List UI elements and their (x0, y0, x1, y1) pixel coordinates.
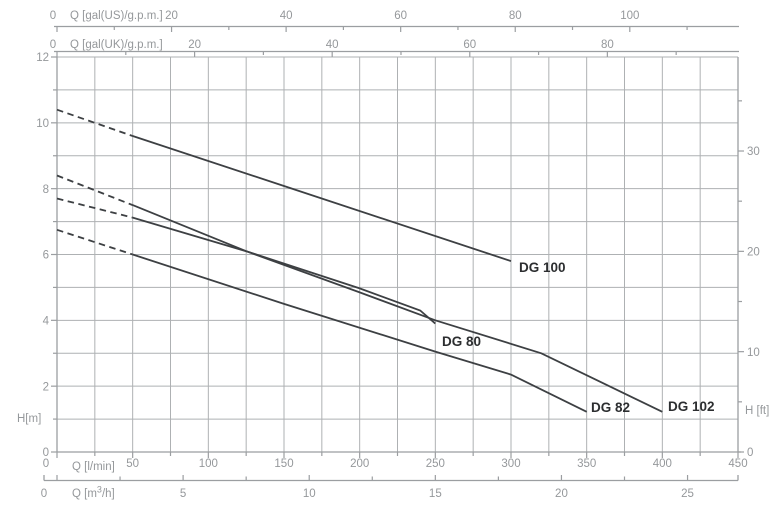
svg-text:450: 450 (728, 458, 747, 470)
curve-dg-82-dashed (56, 228, 133, 256)
svg-text:25: 25 (681, 488, 694, 500)
svg-text:2: 2 (43, 381, 49, 393)
svg-text:20: 20 (555, 488, 568, 500)
y-axis-ft-title: H [ft] (745, 405, 769, 417)
svg-text:0: 0 (50, 10, 56, 22)
curve-dg-82-solid (132, 253, 588, 413)
svg-text:40: 40 (280, 10, 293, 22)
svg-text:350: 350 (577, 458, 596, 470)
svg-text:4: 4 (43, 316, 50, 328)
x-axis-gal-uk-tick-labels: 0 20 40 60 80 (50, 39, 614, 51)
curve-label-dg82: DG 82 (591, 400, 630, 415)
x-axis-m3h-tick-labels: 0 5 10 15 20 25 (41, 488, 694, 500)
svg-text:300: 300 (501, 458, 520, 470)
svg-text:0: 0 (41, 488, 47, 500)
x-axis-m3h-title: Q [m3/h] (72, 485, 115, 501)
svg-text:80: 80 (601, 39, 614, 51)
svg-text:10: 10 (303, 488, 316, 500)
svg-text:80: 80 (509, 10, 522, 22)
pump-curves (56, 108, 663, 413)
x-axis-gal-uk-title: Q [gal(UK)/g.p.m.] (70, 39, 163, 51)
curve-label-dg100: DG 100 (519, 260, 566, 275)
svg-text:200: 200 (350, 458, 369, 470)
svg-text:5: 5 (180, 488, 186, 500)
svg-text:20: 20 (747, 247, 760, 259)
y-axis-ft-tick-labels: 0 10 20 30 (747, 146, 760, 459)
x-axis-gal-us-title: Q [gal(US)/g.p.m.] (70, 10, 163, 22)
curve-label-dg102: DG 102 (668, 399, 715, 414)
axis-ticks (51, 26, 744, 481)
y-axis-m-title: H[m] (17, 413, 41, 425)
curve-label-dg80: DG 80 (442, 334, 481, 349)
svg-text:20: 20 (188, 39, 201, 51)
grid-lines (56, 56, 739, 453)
curve-dg-80-solid (132, 216, 436, 325)
curve-dg-102-dashed (56, 174, 134, 206)
svg-text:12: 12 (36, 52, 49, 64)
curve-dg-102-solid (132, 204, 663, 413)
svg-text:8: 8 (43, 184, 49, 196)
svg-text:0: 0 (43, 447, 49, 459)
svg-text:400: 400 (653, 458, 672, 470)
svg-text:0: 0 (50, 39, 56, 51)
svg-text:15: 15 (429, 488, 442, 500)
svg-text:20: 20 (165, 10, 178, 22)
svg-text:60: 60 (394, 10, 407, 22)
svg-text:100: 100 (199, 458, 218, 470)
svg-text:30: 30 (747, 146, 760, 158)
axis-lines (43, 25, 741, 482)
svg-text:0: 0 (747, 447, 753, 459)
svg-text:0: 0 (43, 458, 49, 470)
x-axis-lmin-title: Q [l/min] (72, 461, 115, 473)
svg-text:60: 60 (463, 39, 476, 51)
x-axis-lmin-tick-labels: 0 50 100 150 200 250 300 350 400 450 (43, 458, 748, 470)
x-axis-gal-us-tick-labels: 0 20 40 60 80 100 (50, 10, 640, 22)
svg-text:50: 50 (126, 458, 139, 470)
curve-dg-100-solid (132, 135, 512, 262)
svg-text:250: 250 (426, 458, 445, 470)
svg-text:10: 10 (747, 347, 760, 359)
svg-text:150: 150 (274, 458, 293, 470)
svg-text:100: 100 (620, 10, 639, 22)
svg-text:6: 6 (43, 250, 49, 262)
y-axis-m-tick-labels: 0 2 4 6 8 10 12 (36, 52, 49, 459)
svg-text:10: 10 (36, 118, 49, 130)
curve-dg-100-dashed (56, 108, 133, 137)
svg-text:40: 40 (326, 39, 339, 51)
curve-dg-80-dashed (56, 197, 133, 219)
